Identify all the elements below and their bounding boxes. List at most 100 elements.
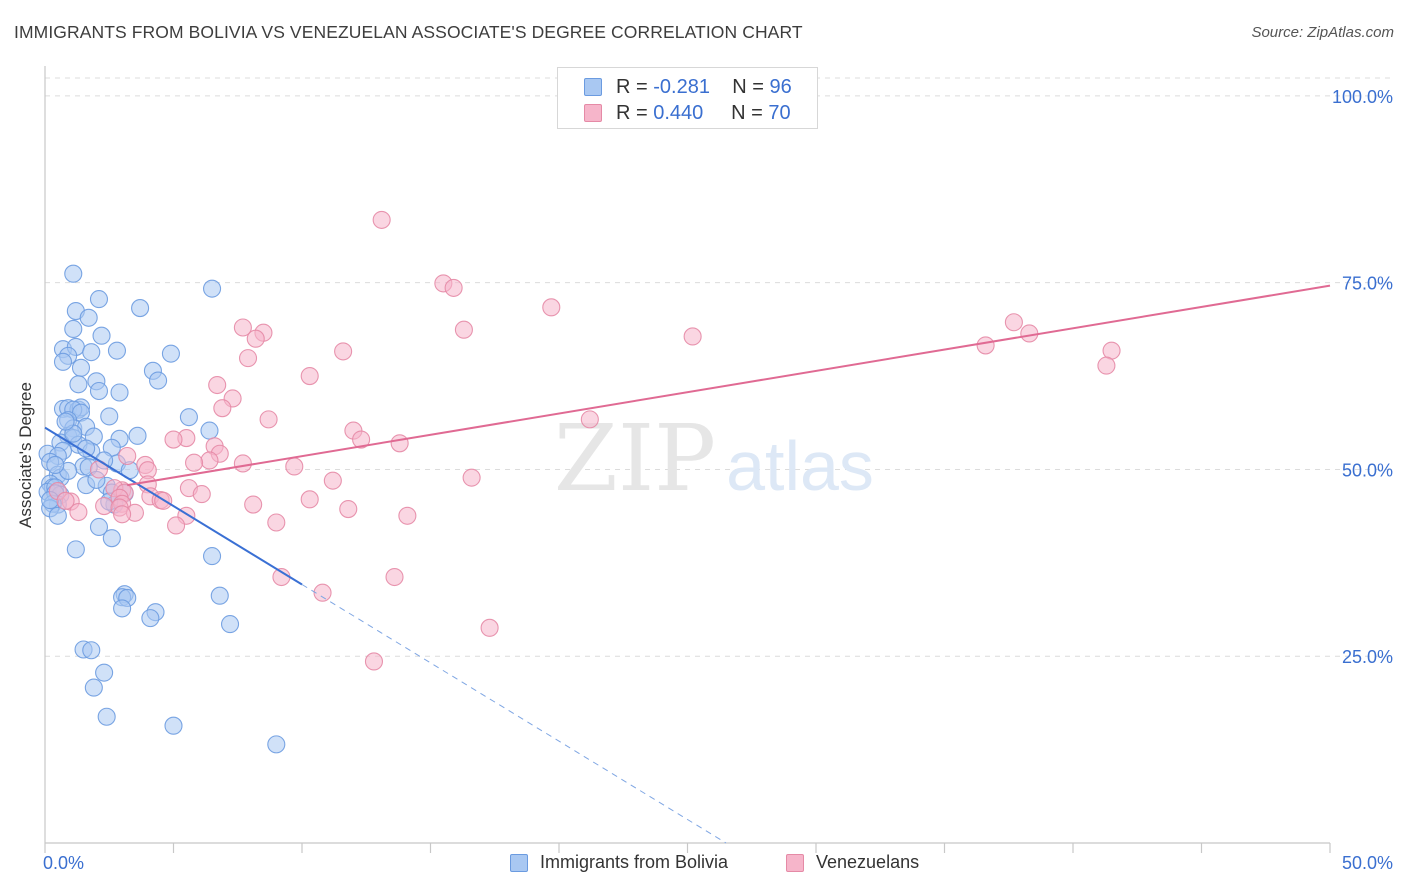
venezuelans-point xyxy=(1004,313,1023,332)
venezuelans-point xyxy=(300,490,319,509)
x-tick-label: 50.0% xyxy=(1342,853,1393,873)
venezuelans-point xyxy=(56,491,75,510)
venezuelans-point xyxy=(238,349,258,368)
bolivia-point xyxy=(89,381,109,401)
bolivia-point xyxy=(89,517,109,537)
n-label: N = xyxy=(732,76,770,98)
venezuelans-point xyxy=(233,454,252,473)
bolivia-point xyxy=(95,663,114,682)
tick-labels: 25.0% 50.0% 75.0% 100.0% 0.0% 50.0% xyxy=(43,87,1393,873)
legend-swatch-venezuelans xyxy=(786,854,804,872)
venezuelans-point xyxy=(267,513,286,532)
bolivia-point xyxy=(220,615,240,634)
bolivia-point xyxy=(100,407,119,426)
bolivia-trend-extension xyxy=(301,584,727,844)
venezuelans-point xyxy=(352,430,371,449)
bolivia-point xyxy=(92,326,111,345)
bolivia-point xyxy=(79,308,98,327)
venezuelans-point xyxy=(192,485,211,504)
bolivia-point xyxy=(82,343,101,362)
r-label: R = xyxy=(616,102,654,124)
series-legend: Immigrants from Bolivia Venezuelans xyxy=(0,852,1406,876)
venezuelans-point xyxy=(244,495,263,514)
r-value: -0.281 xyxy=(653,76,710,98)
bolivia-point xyxy=(46,455,65,475)
venezuelans-point xyxy=(95,497,114,516)
venezuelans-point xyxy=(390,434,409,453)
bolivia-point xyxy=(200,421,219,440)
bolivia-point xyxy=(66,540,85,559)
venezuelans-point xyxy=(313,583,332,602)
bolivia-point xyxy=(267,735,286,754)
bolivia-point xyxy=(48,506,67,525)
bolivia-point xyxy=(64,264,83,283)
y-axis-label: Associate's Degree xyxy=(16,382,35,528)
bolivia-point xyxy=(131,299,150,318)
venezuelans-point xyxy=(364,652,384,671)
venezuelans-point xyxy=(185,453,204,472)
bolivia-point xyxy=(97,707,116,726)
watermark-atlas: atlas xyxy=(726,427,874,505)
venezuelans-point xyxy=(113,505,132,524)
bolivia-point xyxy=(210,586,229,605)
bolivia-point xyxy=(161,344,180,363)
bolivia-point xyxy=(149,371,168,390)
venezuelans-point xyxy=(580,410,599,429)
venezuelans-point xyxy=(164,430,183,449)
venezuelans-point xyxy=(259,410,278,429)
venezuelans-point xyxy=(167,516,186,535)
bolivia-point xyxy=(71,358,91,377)
venezuelans-point xyxy=(213,399,232,418)
bolivia-point xyxy=(64,319,83,339)
venezuelans-point xyxy=(300,367,319,386)
r-value: 0.440 xyxy=(653,102,704,124)
bolivia-point xyxy=(113,599,132,618)
venezuelans-point xyxy=(339,499,358,519)
venezuelans-point xyxy=(334,342,353,361)
venezuelans-point xyxy=(542,298,561,317)
bolivia-point xyxy=(110,383,129,402)
venezuelans-trend-line xyxy=(127,284,1331,487)
venezuelans-point xyxy=(454,320,473,339)
venezuelans-point xyxy=(208,375,227,395)
watermark: ZIP atlas xyxy=(554,405,874,512)
bolivia-point xyxy=(203,279,222,298)
venezuelans-point xyxy=(285,457,304,476)
bolivia-point xyxy=(128,426,147,445)
bolivia-point xyxy=(203,547,222,566)
venezuelans-point xyxy=(372,210,391,229)
bolivia-point xyxy=(53,352,73,371)
venezuelans-point xyxy=(69,502,88,522)
venezuelans-swatch xyxy=(584,104,602,122)
y-tick-label: 50.0% xyxy=(1342,460,1393,480)
watermark-zip: ZIP xyxy=(554,405,716,512)
bolivia-point xyxy=(89,290,109,309)
chart-title: IMMIGRANTS FROM BOLIVIA VS VENEZUELAN AS… xyxy=(14,22,803,42)
bolivia-trend-line xyxy=(44,426,303,586)
series-venezuelans-points xyxy=(48,210,1121,671)
bolivia-point xyxy=(107,341,127,360)
legend-label-venezuelans: Venezuelans xyxy=(816,852,920,872)
bolivia-point xyxy=(102,529,121,548)
bolivia-point xyxy=(56,412,75,431)
stats-legend: R = -0.281 N = 96 R = 0.440 N = 70 xyxy=(557,67,818,129)
venezuelans-point xyxy=(1097,356,1116,375)
legend-swatch-bolivia xyxy=(510,854,528,872)
bolivia-swatch xyxy=(584,78,602,96)
venezuelans-point xyxy=(200,451,219,470)
trend-lines xyxy=(44,284,1331,844)
venezuelans-point xyxy=(444,278,463,297)
venezuelans-point xyxy=(323,471,342,490)
venezuelans-point xyxy=(480,618,499,637)
n-value: 96 xyxy=(769,76,792,98)
legend-label-bolivia: Immigrants from Bolivia xyxy=(540,852,729,872)
venezuelans-point xyxy=(976,336,995,355)
bolivia-point xyxy=(69,375,88,394)
y-tick-label: 75.0% xyxy=(1342,274,1393,294)
y-tick-label: 25.0% xyxy=(1342,647,1393,667)
venezuelans-point xyxy=(118,446,137,466)
x-tick-label: 0.0% xyxy=(43,853,84,873)
bolivia-point xyxy=(164,716,183,735)
venezuelans-point xyxy=(385,567,404,587)
